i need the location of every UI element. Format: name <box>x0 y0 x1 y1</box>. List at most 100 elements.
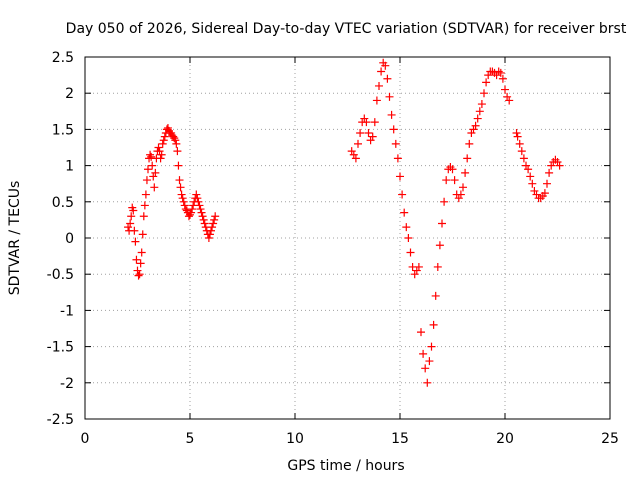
data-point <box>429 320 438 329</box>
data-point <box>145 154 154 163</box>
data-point <box>417 328 425 337</box>
series-1 <box>124 123 220 280</box>
data-point <box>381 61 390 70</box>
data-point <box>431 291 440 300</box>
axis-ticks <box>84 56 611 420</box>
data-point <box>188 205 197 214</box>
data-point <box>360 114 369 123</box>
data-point <box>130 226 139 235</box>
data-point <box>375 81 383 90</box>
data-point <box>362 118 371 127</box>
data-point <box>459 183 467 192</box>
data-point <box>195 201 204 210</box>
data-point <box>484 71 493 80</box>
data-point <box>150 183 159 192</box>
data-point <box>543 179 551 188</box>
data-point <box>156 154 165 163</box>
data-point <box>517 147 526 156</box>
data-point <box>136 259 145 268</box>
data-point <box>192 190 201 199</box>
data-point <box>406 248 415 257</box>
data-point <box>364 129 373 138</box>
x-tick-label: 25 <box>601 431 619 447</box>
data-point <box>551 155 560 164</box>
data-marks <box>124 58 564 387</box>
y-tick-label: -0.5 <box>47 267 74 283</box>
data-point <box>154 143 163 152</box>
data-point <box>351 154 360 163</box>
data-point <box>446 163 455 172</box>
data-point <box>524 165 533 174</box>
data-point <box>126 219 135 228</box>
data-point <box>366 136 375 145</box>
data-point <box>545 168 554 177</box>
data-point <box>389 125 398 134</box>
data-point <box>391 139 400 148</box>
x-tick-label: 20 <box>496 431 514 447</box>
data-point <box>555 161 564 170</box>
data-point <box>402 223 411 232</box>
y-tick-label: 0 <box>65 231 74 247</box>
y-tick-label: 2.5 <box>52 50 74 66</box>
y-tick-label: 1 <box>65 159 74 175</box>
data-point <box>146 150 155 159</box>
x-tick-label: 5 <box>186 431 195 447</box>
y-tick-label: 2 <box>65 86 74 102</box>
data-point <box>356 129 365 138</box>
y-tick-label: 0.5 <box>52 195 74 211</box>
data-point <box>515 139 524 148</box>
y-tick-labels: -2.5 -2 -1.5 -1 -0.5 0 0.5 1 1.5 2 2.5 <box>47 50 74 428</box>
data-point <box>450 176 459 185</box>
x-tick-label: 10 <box>286 431 304 447</box>
data-point <box>368 132 377 141</box>
data-point <box>421 364 430 373</box>
data-point <box>124 223 133 232</box>
x-tick-label: 0 <box>81 431 90 447</box>
series-2 <box>347 58 514 387</box>
data-point <box>347 147 356 156</box>
data-point <box>496 68 505 77</box>
data-point <box>142 176 151 185</box>
data-point <box>482 78 491 87</box>
data-point <box>176 183 185 192</box>
data-point <box>200 219 209 228</box>
data-point <box>414 262 423 271</box>
data-point <box>132 255 141 264</box>
data-point <box>553 157 562 166</box>
data-point <box>370 118 379 127</box>
data-point <box>180 201 189 210</box>
data-point <box>463 154 472 163</box>
data-point <box>501 85 509 94</box>
data-point <box>177 190 186 199</box>
data-point <box>412 266 421 275</box>
data-point <box>144 165 152 174</box>
data-point <box>547 161 556 170</box>
data-point <box>133 266 142 275</box>
data-point <box>419 349 428 358</box>
data-point <box>179 197 188 206</box>
data-point <box>396 172 404 181</box>
data-point <box>438 219 446 228</box>
data-point <box>147 152 156 161</box>
data-point <box>140 201 149 210</box>
data-point <box>427 342 436 351</box>
data-point <box>440 197 449 206</box>
data-point <box>184 212 193 221</box>
data-point <box>193 194 202 203</box>
data-point <box>385 92 394 101</box>
data-point <box>423 378 432 387</box>
data-point <box>141 190 150 199</box>
data-point <box>456 190 465 199</box>
data-point <box>209 219 218 228</box>
x-axis-label: GPS time / hours <box>287 458 404 474</box>
y-tick-label: 1.5 <box>52 122 74 138</box>
data-point <box>467 129 476 138</box>
data-point <box>131 237 140 246</box>
data-point <box>148 161 157 170</box>
data-point <box>135 270 144 279</box>
y-tick-label: -1 <box>60 303 74 319</box>
data-point <box>492 71 501 80</box>
data-point <box>199 215 208 224</box>
data-point <box>134 271 143 280</box>
